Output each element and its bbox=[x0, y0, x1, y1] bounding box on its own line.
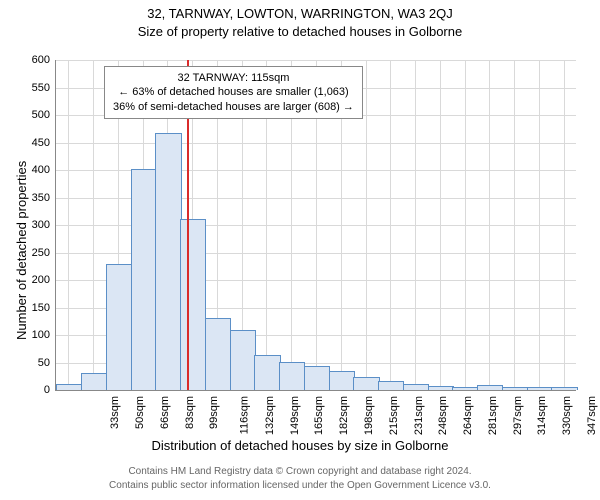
x-tick-label: 99sqm bbox=[208, 392, 220, 429]
histogram-bar bbox=[428, 386, 454, 390]
y-axis-label: Number of detached properties bbox=[14, 161, 29, 340]
histogram-bar bbox=[180, 219, 206, 391]
histogram-bar bbox=[205, 318, 231, 391]
y-tick-label: 500 bbox=[32, 109, 56, 121]
x-tick-label: 182sqm bbox=[338, 392, 350, 435]
x-tick-label: 248sqm bbox=[437, 392, 449, 435]
histogram-bar bbox=[254, 355, 280, 390]
x-tick-label: 50sqm bbox=[134, 392, 146, 429]
y-tick-label: 0 bbox=[44, 384, 56, 396]
histogram-bar bbox=[502, 387, 528, 390]
histogram-bar bbox=[304, 366, 330, 390]
x-axis-label: Distribution of detached houses by size … bbox=[0, 438, 600, 453]
y-tick-label: 150 bbox=[32, 302, 56, 314]
x-tick-label: 231sqm bbox=[413, 392, 425, 435]
info-line-3: 36% of semi-detached houses are larger (… bbox=[113, 100, 354, 114]
x-tick-label: 264sqm bbox=[462, 392, 474, 435]
histogram-bar bbox=[155, 133, 181, 390]
x-tick-label: 314sqm bbox=[536, 392, 548, 435]
chart-info-box: 32 TARNWAY: 115sqm ← 63% of detached hou… bbox=[104, 66, 363, 119]
histogram-bar bbox=[81, 373, 107, 391]
y-tick-label: 250 bbox=[32, 247, 56, 259]
histogram-bar bbox=[378, 381, 404, 390]
x-tick-label: 347sqm bbox=[586, 392, 598, 435]
x-tick-label: 83sqm bbox=[184, 392, 196, 429]
footer-line-1: Contains HM Land Registry data © Crown c… bbox=[0, 466, 600, 477]
info-line-2: ← 63% of detached houses are smaller (1,… bbox=[113, 85, 354, 99]
chart-plot-area: 33sqm50sqm66sqm83sqm99sqm116sqm132sqm149… bbox=[55, 60, 576, 391]
histogram-bar bbox=[551, 387, 577, 390]
histogram-bar bbox=[527, 387, 553, 390]
x-tick-label: 116sqm bbox=[239, 392, 251, 434]
histogram-bar bbox=[131, 169, 157, 390]
x-tick-label: 165sqm bbox=[314, 392, 326, 435]
histogram-bar bbox=[230, 330, 256, 390]
chart-container: 32, TARNWAY, LOWTON, WARRINGTON, WA3 2QJ… bbox=[0, 0, 600, 500]
info-line-1: 32 TARNWAY: 115sqm bbox=[113, 71, 354, 85]
y-tick-label: 100 bbox=[32, 329, 56, 341]
page-title-line1: 32, TARNWAY, LOWTON, WARRINGTON, WA3 2QJ bbox=[0, 6, 600, 21]
x-tick-label: 132sqm bbox=[264, 392, 276, 435]
y-tick-label: 450 bbox=[32, 137, 56, 149]
x-tick-label: 330sqm bbox=[561, 392, 573, 435]
histogram-bar bbox=[106, 264, 132, 390]
histogram-bar bbox=[353, 377, 379, 390]
histogram-bar bbox=[279, 362, 305, 391]
x-tick-label: 281sqm bbox=[487, 392, 499, 435]
gridline-horizontal bbox=[56, 60, 576, 61]
histogram-bar bbox=[477, 385, 503, 390]
footer-line-2: Contains public sector information licen… bbox=[0, 480, 600, 491]
gridline-horizontal bbox=[56, 143, 576, 144]
page-title-line2: Size of property relative to detached ho… bbox=[0, 24, 600, 39]
x-tick-label: 297sqm bbox=[512, 392, 524, 435]
x-tick-label: 215sqm bbox=[388, 392, 400, 435]
y-tick-label: 50 bbox=[38, 357, 56, 369]
y-tick-label: 350 bbox=[32, 192, 56, 204]
x-tick-label: 149sqm bbox=[289, 392, 301, 435]
x-tick-label: 66sqm bbox=[159, 392, 171, 429]
histogram-bar bbox=[56, 384, 82, 391]
histogram-bar bbox=[329, 371, 355, 390]
y-tick-label: 300 bbox=[32, 219, 56, 231]
y-tick-label: 600 bbox=[32, 54, 56, 66]
y-tick-label: 400 bbox=[32, 164, 56, 176]
x-tick-label: 33sqm bbox=[109, 392, 121, 429]
y-tick-label: 200 bbox=[32, 274, 56, 286]
histogram-bar bbox=[452, 387, 478, 390]
y-tick-label: 550 bbox=[32, 82, 56, 94]
histogram-bar bbox=[403, 384, 429, 391]
x-tick-label: 198sqm bbox=[363, 392, 375, 435]
